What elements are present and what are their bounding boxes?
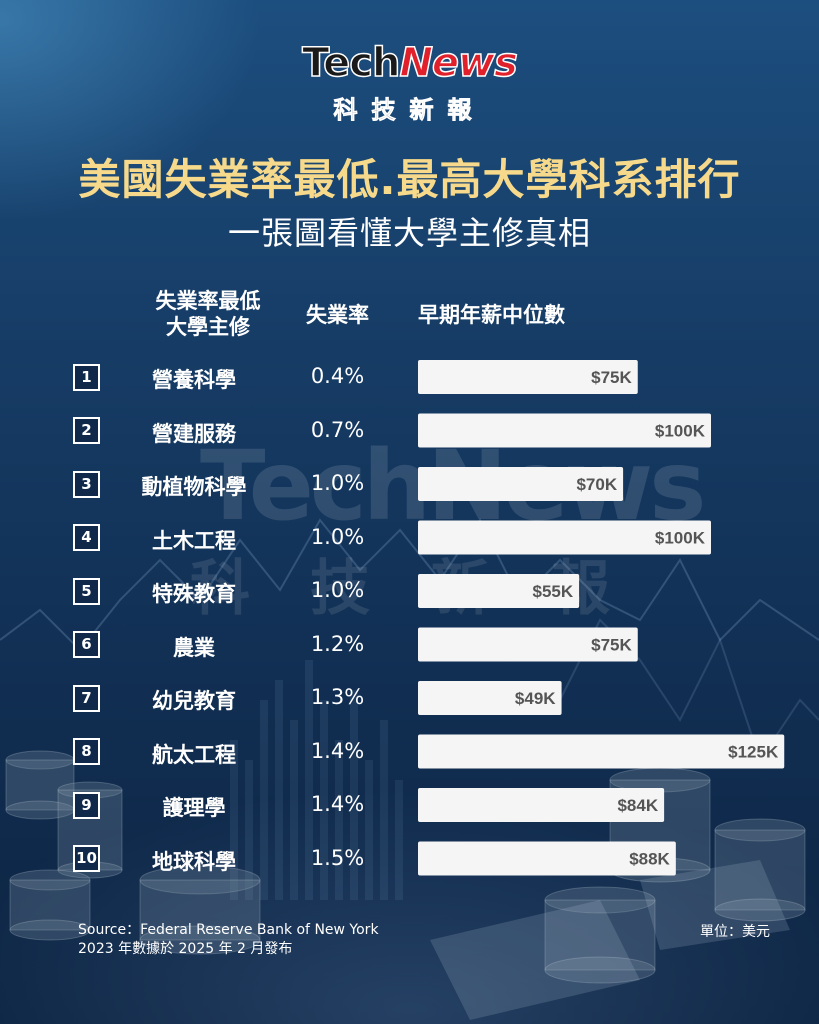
footer-source-block: Source：Federal Reserve Bank of New York …: [78, 921, 379, 959]
unit-label: 單位：美元: [700, 924, 770, 940]
rank-badge: 2: [73, 417, 100, 444]
salary-bar: [418, 574, 580, 608]
header-major: 失業率最低 大學主修: [155, 289, 261, 339]
salary-bar: [418, 413, 711, 448]
unemployment-rate: 1.0%: [310, 524, 365, 549]
major-name: 航太工程: [152, 742, 236, 767]
salary-value-label: $55K: [533, 582, 574, 601]
unemployment-rate: 1.4%: [310, 792, 365, 816]
salary-value-label: $100K: [655, 529, 706, 548]
header-rate: 失業率: [306, 303, 369, 327]
unemployment-rate: 0.4%: [310, 364, 365, 388]
page-title: 美國失業率最低.最高大學科系排行: [78, 155, 741, 204]
logo-tech-text: Tech: [301, 39, 401, 87]
rank-badge: 5: [73, 577, 100, 605]
major-name: 土木工程: [152, 528, 236, 553]
salary-value-label: $100K: [655, 422, 706, 441]
salary-bar: [418, 681, 562, 715]
unemployment-rate: 1.5%: [310, 845, 365, 870]
unemployment-rate: 1.2%: [310, 631, 365, 656]
salary-bar: [418, 841, 676, 876]
unemployment-rate: 1.4%: [310, 738, 365, 763]
major-name: 營養科學: [152, 368, 236, 392]
technews-logo: TechNews: [0, 39, 819, 87]
rank-badge: 9: [73, 791, 100, 819]
major-name: 地球科學: [152, 849, 236, 874]
footer-source: Source：Federal Reserve Bank of New York: [78, 922, 379, 938]
rank-badge: 8: [73, 738, 100, 765]
salary-bar: [418, 360, 638, 394]
rank-badge: 3: [73, 470, 100, 498]
major-name: 營建服務: [152, 421, 236, 446]
logo-subtitle: 科技新報: [333, 96, 486, 125]
salary-bar: [418, 520, 711, 555]
rank-badge: 6: [73, 631, 100, 658]
salary-value-label: $49K: [515, 689, 556, 708]
logo-news-text: News: [399, 39, 519, 87]
rank-badge: 10: [73, 845, 100, 872]
major-name: 幼兒教育: [152, 689, 236, 713]
unemployment-rate: 0.7%: [310, 417, 365, 442]
rank-badge: 4: [73, 524, 100, 551]
salary-bar: [418, 788, 665, 822]
salary-value-label: $75K: [591, 368, 632, 387]
salary-value-label: $125K: [728, 743, 779, 762]
unemployment-rate: 1.3%: [310, 685, 365, 709]
salary-bar: [418, 627, 638, 662]
header-salary: 早期年薪中位數: [418, 303, 565, 327]
salary-bar: [418, 467, 624, 501]
major-name: 護理學: [162, 796, 226, 820]
major-name: 農業: [173, 635, 215, 660]
unemployment-rate: 1.0%: [310, 578, 365, 602]
salary-value-label: $75K: [591, 636, 632, 655]
major-name: 特殊教育: [152, 582, 236, 606]
unemployment-rate: 1.0%: [310, 471, 365, 495]
major-name: 動植物科學: [141, 475, 247, 499]
salary-value-label: $70K: [576, 475, 617, 494]
rank-badge: 1: [73, 363, 100, 391]
footer-note: 2023 年數據於 2025 年 2 月發布: [78, 941, 293, 957]
salary-bar: [418, 734, 785, 769]
salary-value-label: $84K: [617, 796, 658, 815]
page-subtitle: 一張圖看懂大學主修真相: [227, 214, 591, 252]
rank-badge: 7: [73, 684, 100, 712]
salary-value-label: $88K: [629, 850, 670, 869]
